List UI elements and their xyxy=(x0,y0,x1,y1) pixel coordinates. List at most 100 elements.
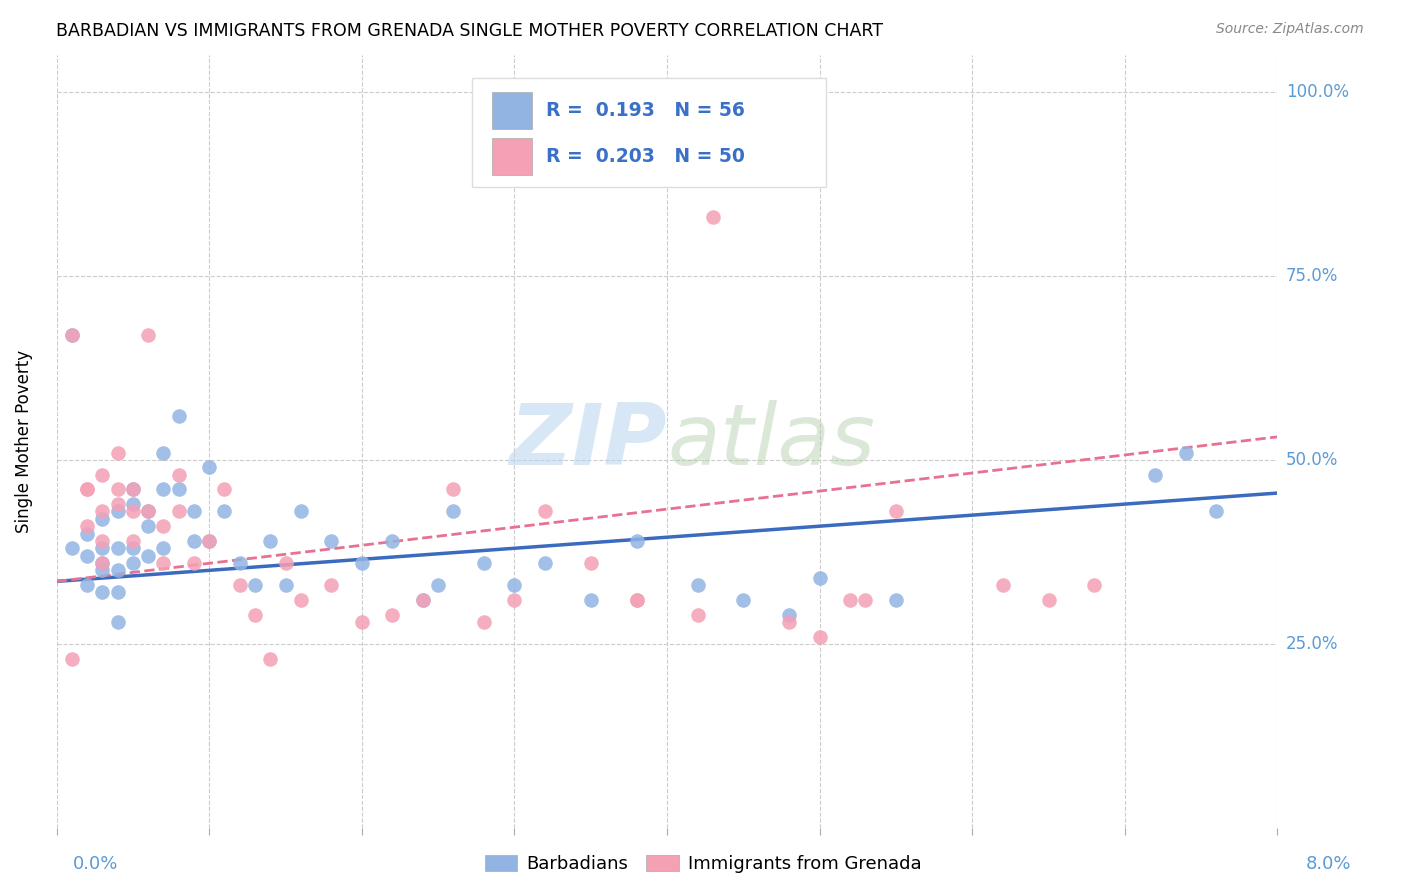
FancyBboxPatch shape xyxy=(492,138,531,175)
Point xyxy=(167,409,190,423)
Point xyxy=(107,497,129,511)
Point xyxy=(290,592,312,607)
Text: 8.0%: 8.0% xyxy=(1306,855,1351,872)
Point xyxy=(427,578,450,592)
Point xyxy=(60,327,83,342)
Point xyxy=(259,533,281,548)
Point xyxy=(76,549,98,563)
Point xyxy=(321,578,343,592)
Point xyxy=(503,592,526,607)
Point xyxy=(91,556,114,570)
Point xyxy=(778,607,800,622)
Point xyxy=(107,563,129,577)
Text: Source: ZipAtlas.com: Source: ZipAtlas.com xyxy=(1216,22,1364,37)
Point xyxy=(274,578,297,592)
Point xyxy=(1038,592,1060,607)
Point xyxy=(122,541,145,556)
Point xyxy=(243,607,266,622)
Point xyxy=(884,592,907,607)
Point xyxy=(198,460,221,475)
Point xyxy=(626,592,648,607)
Point xyxy=(229,556,252,570)
Point xyxy=(122,483,145,497)
Point xyxy=(412,592,434,607)
Point xyxy=(1174,445,1197,459)
Point xyxy=(350,556,373,570)
Text: BARBADIAN VS IMMIGRANTS FROM GRENADA SINGLE MOTHER POVERTY CORRELATION CHART: BARBADIAN VS IMMIGRANTS FROM GRENADA SIN… xyxy=(56,22,883,40)
Point xyxy=(91,563,114,577)
Y-axis label: Single Mother Poverty: Single Mother Poverty xyxy=(15,350,32,533)
Point xyxy=(702,210,724,224)
Point xyxy=(107,615,129,629)
Text: 0.0%: 0.0% xyxy=(73,855,118,872)
Point xyxy=(229,578,252,592)
Point xyxy=(534,504,557,518)
Point xyxy=(122,533,145,548)
Point xyxy=(183,504,205,518)
Point xyxy=(152,541,174,556)
Point xyxy=(91,512,114,526)
Point xyxy=(686,578,709,592)
Point xyxy=(167,504,190,518)
Point xyxy=(381,533,404,548)
Point xyxy=(214,504,236,518)
Point xyxy=(107,483,129,497)
Text: 75.0%: 75.0% xyxy=(1286,267,1339,285)
Point xyxy=(122,483,145,497)
Point xyxy=(839,592,862,607)
Point xyxy=(381,607,404,622)
Point xyxy=(136,519,159,533)
FancyBboxPatch shape xyxy=(492,92,531,128)
Point xyxy=(122,504,145,518)
Point xyxy=(60,651,83,665)
Point xyxy=(91,541,114,556)
Point xyxy=(441,504,464,518)
Point xyxy=(350,615,373,629)
Point xyxy=(152,556,174,570)
Point xyxy=(76,483,98,497)
Point xyxy=(243,578,266,592)
Point xyxy=(1205,504,1227,518)
Point xyxy=(136,327,159,342)
Point xyxy=(214,483,236,497)
Text: 25.0%: 25.0% xyxy=(1286,635,1339,653)
Point xyxy=(167,483,190,497)
Point xyxy=(60,327,83,342)
Point xyxy=(686,607,709,622)
Point xyxy=(198,533,221,548)
Point xyxy=(183,533,205,548)
Point xyxy=(808,571,831,585)
Point xyxy=(136,549,159,563)
Point xyxy=(152,483,174,497)
Point xyxy=(107,504,129,518)
Point xyxy=(122,497,145,511)
Point xyxy=(503,578,526,592)
Point xyxy=(855,592,877,607)
Point xyxy=(534,556,557,570)
Text: R =  0.203   N = 50: R = 0.203 N = 50 xyxy=(546,147,745,166)
Point xyxy=(107,585,129,599)
Point xyxy=(259,651,281,665)
Point xyxy=(626,592,648,607)
Point xyxy=(152,519,174,533)
Point xyxy=(1083,578,1105,592)
Point xyxy=(107,445,129,459)
Text: ZIP: ZIP xyxy=(509,400,666,483)
Point xyxy=(1144,467,1167,482)
Point xyxy=(579,592,602,607)
Point xyxy=(136,504,159,518)
Point xyxy=(626,533,648,548)
Point xyxy=(321,533,343,548)
Point xyxy=(107,541,129,556)
Text: 100.0%: 100.0% xyxy=(1286,83,1348,101)
Point xyxy=(122,556,145,570)
Point xyxy=(91,556,114,570)
Text: R =  0.193   N = 56: R = 0.193 N = 56 xyxy=(546,101,745,120)
Point xyxy=(579,556,602,570)
Point xyxy=(91,504,114,518)
Text: atlas: atlas xyxy=(666,400,875,483)
Point xyxy=(76,483,98,497)
Point xyxy=(274,556,297,570)
Point xyxy=(991,578,1014,592)
Point xyxy=(183,556,205,570)
